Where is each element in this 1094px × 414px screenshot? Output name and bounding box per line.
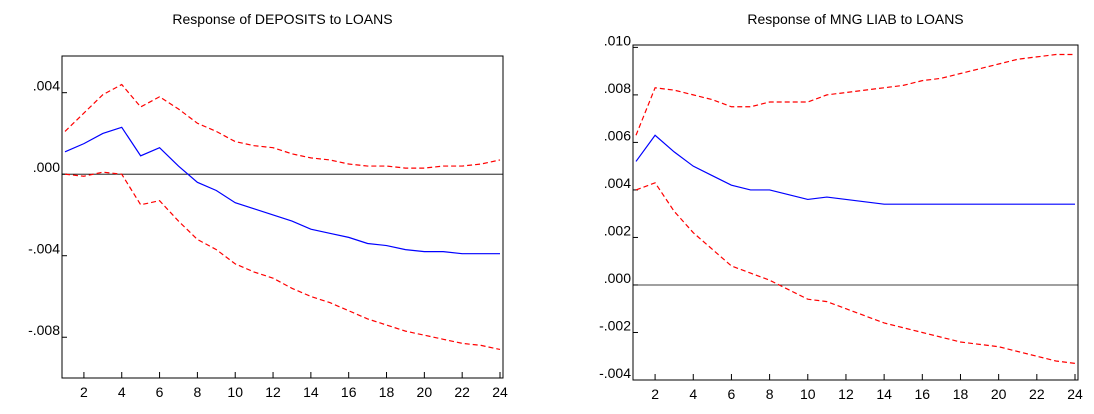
y-tick-label: -.004 [28, 241, 60, 257]
x-tick-label: 16 [915, 386, 931, 402]
x-tick-label: 4 [118, 384, 126, 400]
x-tick-label: 2 [80, 384, 88, 400]
x-tick-label: 18 [379, 384, 395, 400]
x-tick-label: 10 [227, 384, 243, 400]
x-tick-label: 24 [1067, 386, 1083, 402]
plot-frame [632, 44, 1079, 381]
x-tick-label: 12 [838, 386, 854, 402]
confidence-band [635, 53, 1075, 136]
plot-frame [61, 55, 504, 379]
x-tick-label: 24 [492, 384, 508, 400]
x-tick-label: 22 [1029, 386, 1045, 402]
confidence-band [635, 182, 1076, 364]
y-tick-label: .000 [33, 159, 60, 175]
x-tick-label: 2 [651, 386, 659, 402]
response-line [635, 134, 1075, 205]
y-tick-label: -.008 [28, 322, 60, 338]
y-tick-label: .006 [604, 127, 631, 143]
x-tick-label: 8 [193, 384, 201, 400]
y-tick-label: -.004 [599, 365, 631, 381]
x-tick-label: 20 [417, 384, 433, 400]
x-tick-label: 6 [728, 386, 736, 402]
y-tick-label: .000 [604, 270, 631, 286]
x-tick-label: 22 [454, 384, 470, 400]
x-tick-label: 14 [876, 386, 892, 402]
x-tick-label: 16 [341, 384, 357, 400]
x-tick-label: 20 [991, 386, 1007, 402]
chart-title: Response of DEPOSITS to LOANS [172, 11, 392, 27]
x-tick-label: 12 [265, 384, 281, 400]
y-tick-label: .004 [33, 78, 60, 94]
x-tick-label: 10 [800, 386, 816, 402]
x-tick-label: 14 [303, 384, 319, 400]
x-tick-label: 18 [953, 386, 969, 402]
y-tick-label: .008 [604, 80, 631, 96]
confidence-band [64, 83, 501, 169]
response-line [64, 126, 500, 255]
y-tick-label: .002 [604, 222, 631, 238]
x-tick-label: 8 [766, 386, 774, 402]
x-tick-label: 6 [156, 384, 164, 400]
y-tick-label: .010 [604, 32, 631, 48]
x-tick-label: 4 [689, 386, 697, 402]
y-tick-label: .004 [604, 175, 631, 191]
confidence-band [64, 171, 501, 351]
chart-title: Response of MNG LIAB to LOANS [747, 11, 963, 27]
y-tick-label: -.002 [599, 317, 631, 333]
